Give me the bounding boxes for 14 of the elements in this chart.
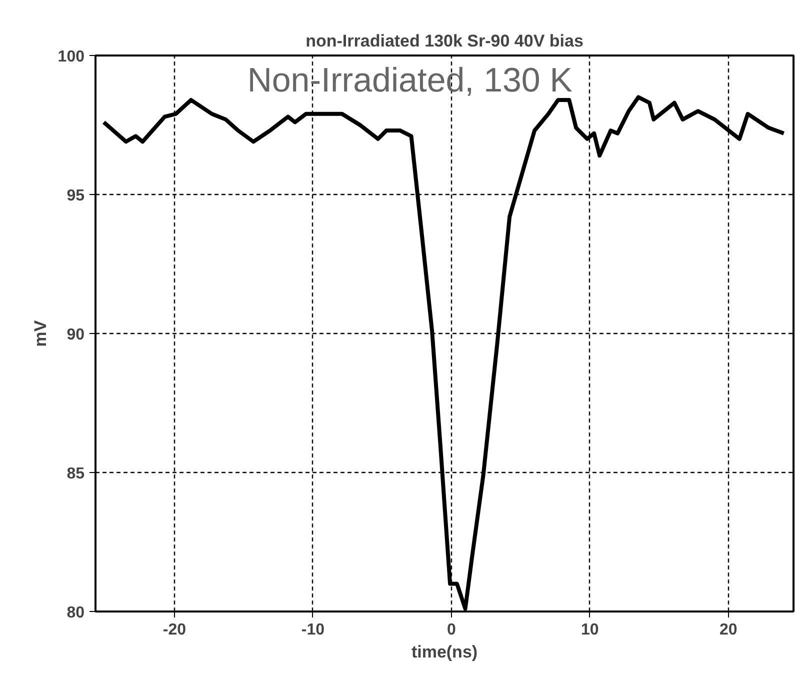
x-tick-label: -20 (162, 622, 186, 638)
y-axis-title: mV (30, 320, 50, 347)
x-tick-label: 10 (581, 622, 599, 638)
y-tick-label: 100 (58, 48, 85, 66)
y-tick-label: 95 (66, 188, 85, 204)
x-tick-label: -10 (301, 622, 325, 638)
chart-title: non-Irradiated 130k Sr-90 40V bias (306, 32, 584, 50)
x-tick-label: 0 (446, 622, 456, 638)
annotation: Non-Irradiated, 130 K (247, 62, 573, 100)
x-tick-label: 20 (720, 622, 738, 638)
y-tick-label: 90 (66, 326, 85, 344)
y-tick-label: 85 (66, 466, 85, 482)
y-tick-label: 80 (66, 604, 85, 622)
x-axis-title: time(ns) (411, 642, 478, 662)
